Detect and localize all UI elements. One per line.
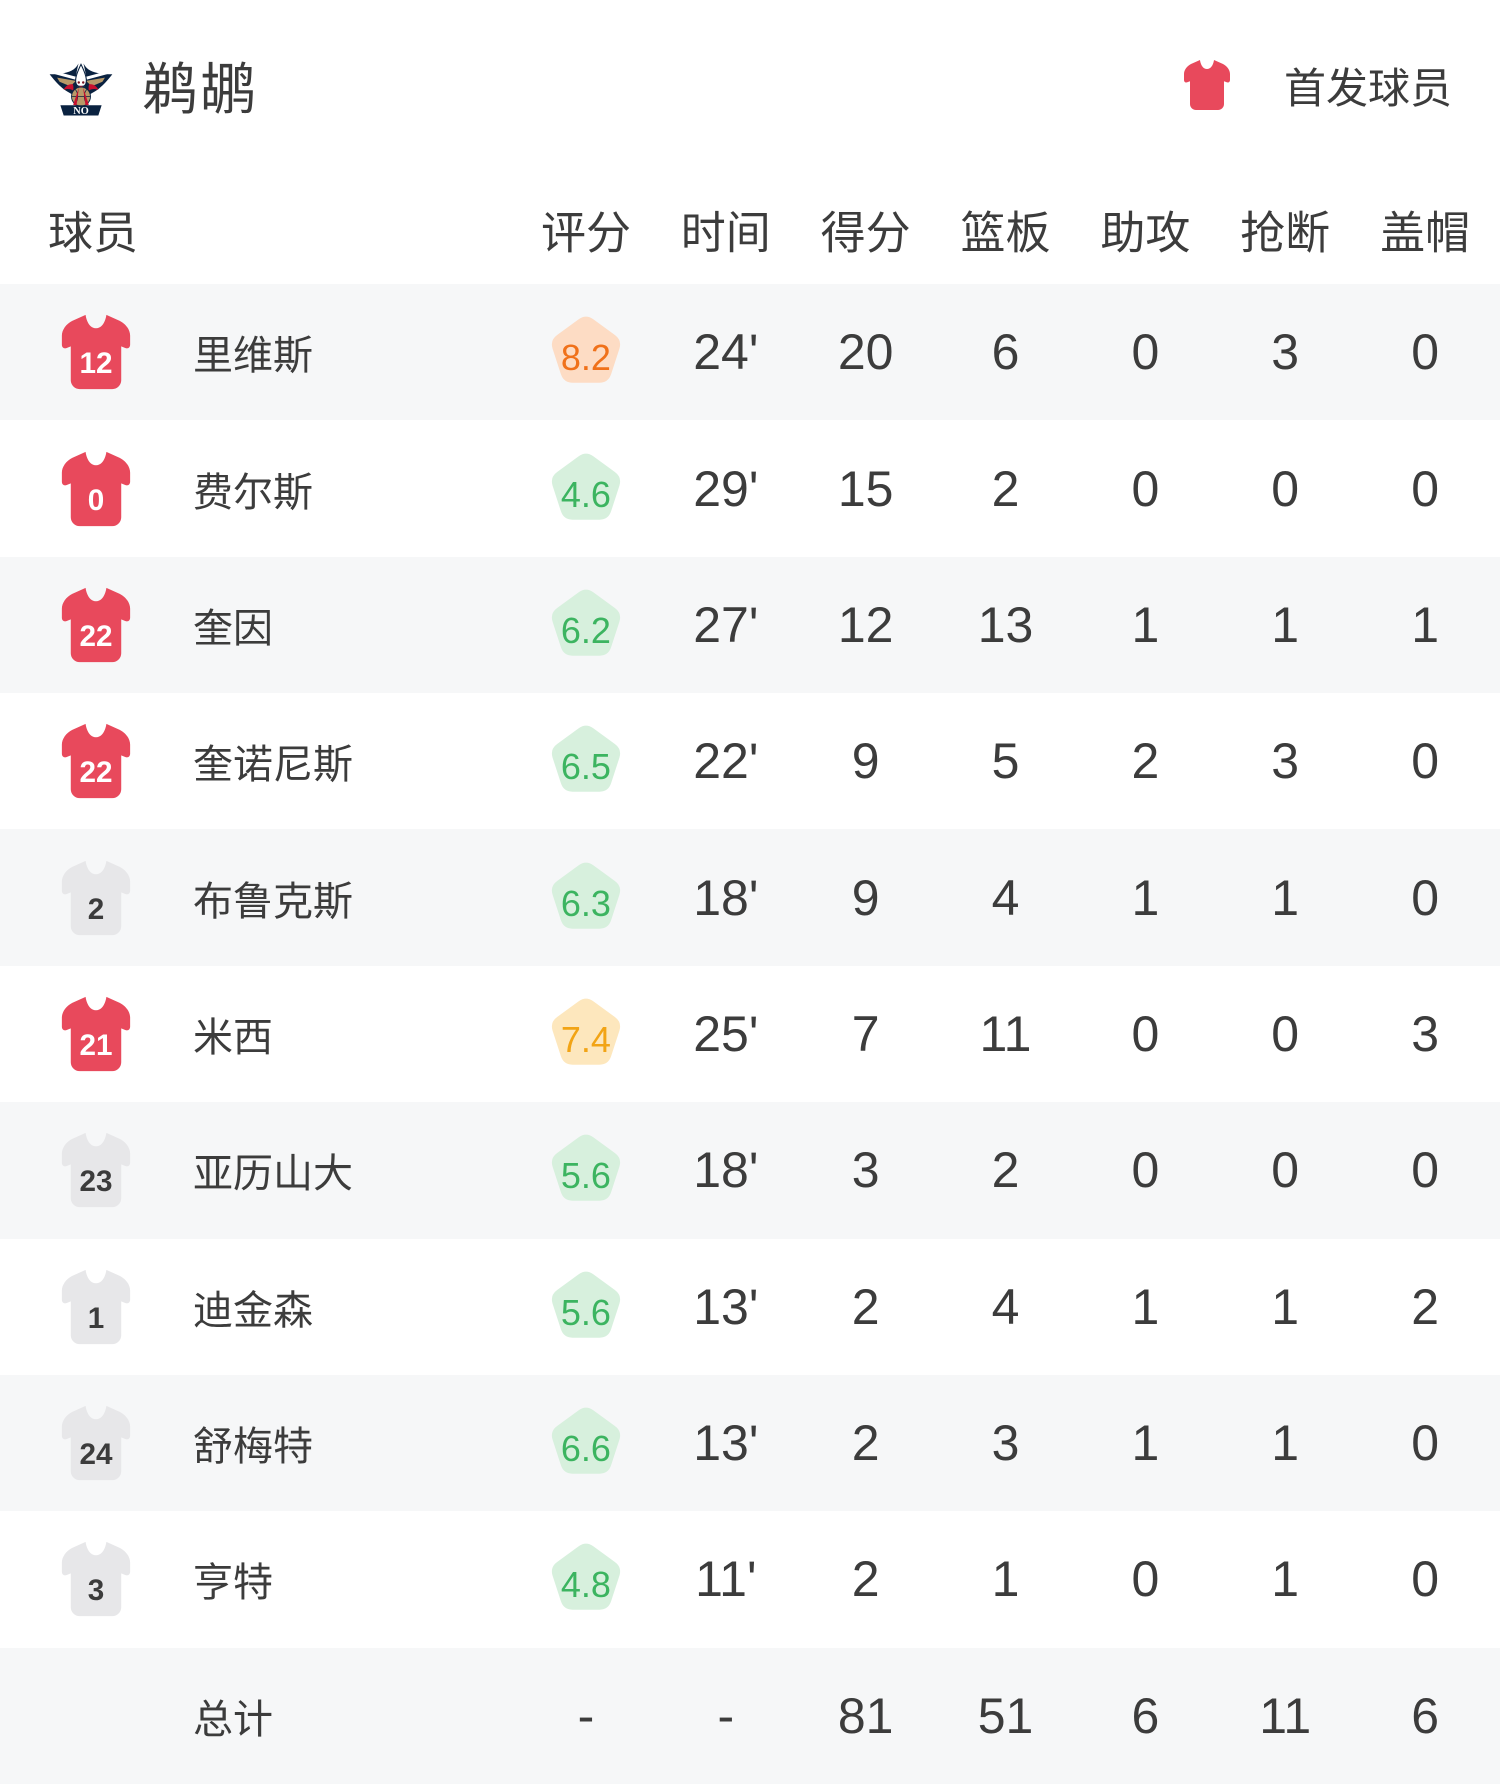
- svg-text:2: 2: [88, 892, 105, 925]
- svg-text:22: 22: [80, 756, 113, 789]
- svg-text:23: 23: [80, 1165, 113, 1198]
- svg-text:24: 24: [80, 1438, 113, 1471]
- svg-text:0: 0: [88, 483, 105, 516]
- svg-text:NO: NO: [73, 106, 88, 117]
- svg-text:1: 1: [88, 1301, 105, 1334]
- svg-text:22: 22: [80, 620, 113, 653]
- svg-text:3: 3: [88, 1574, 105, 1607]
- svg-text:21: 21: [80, 1029, 113, 1062]
- svg-text:12: 12: [80, 347, 113, 380]
